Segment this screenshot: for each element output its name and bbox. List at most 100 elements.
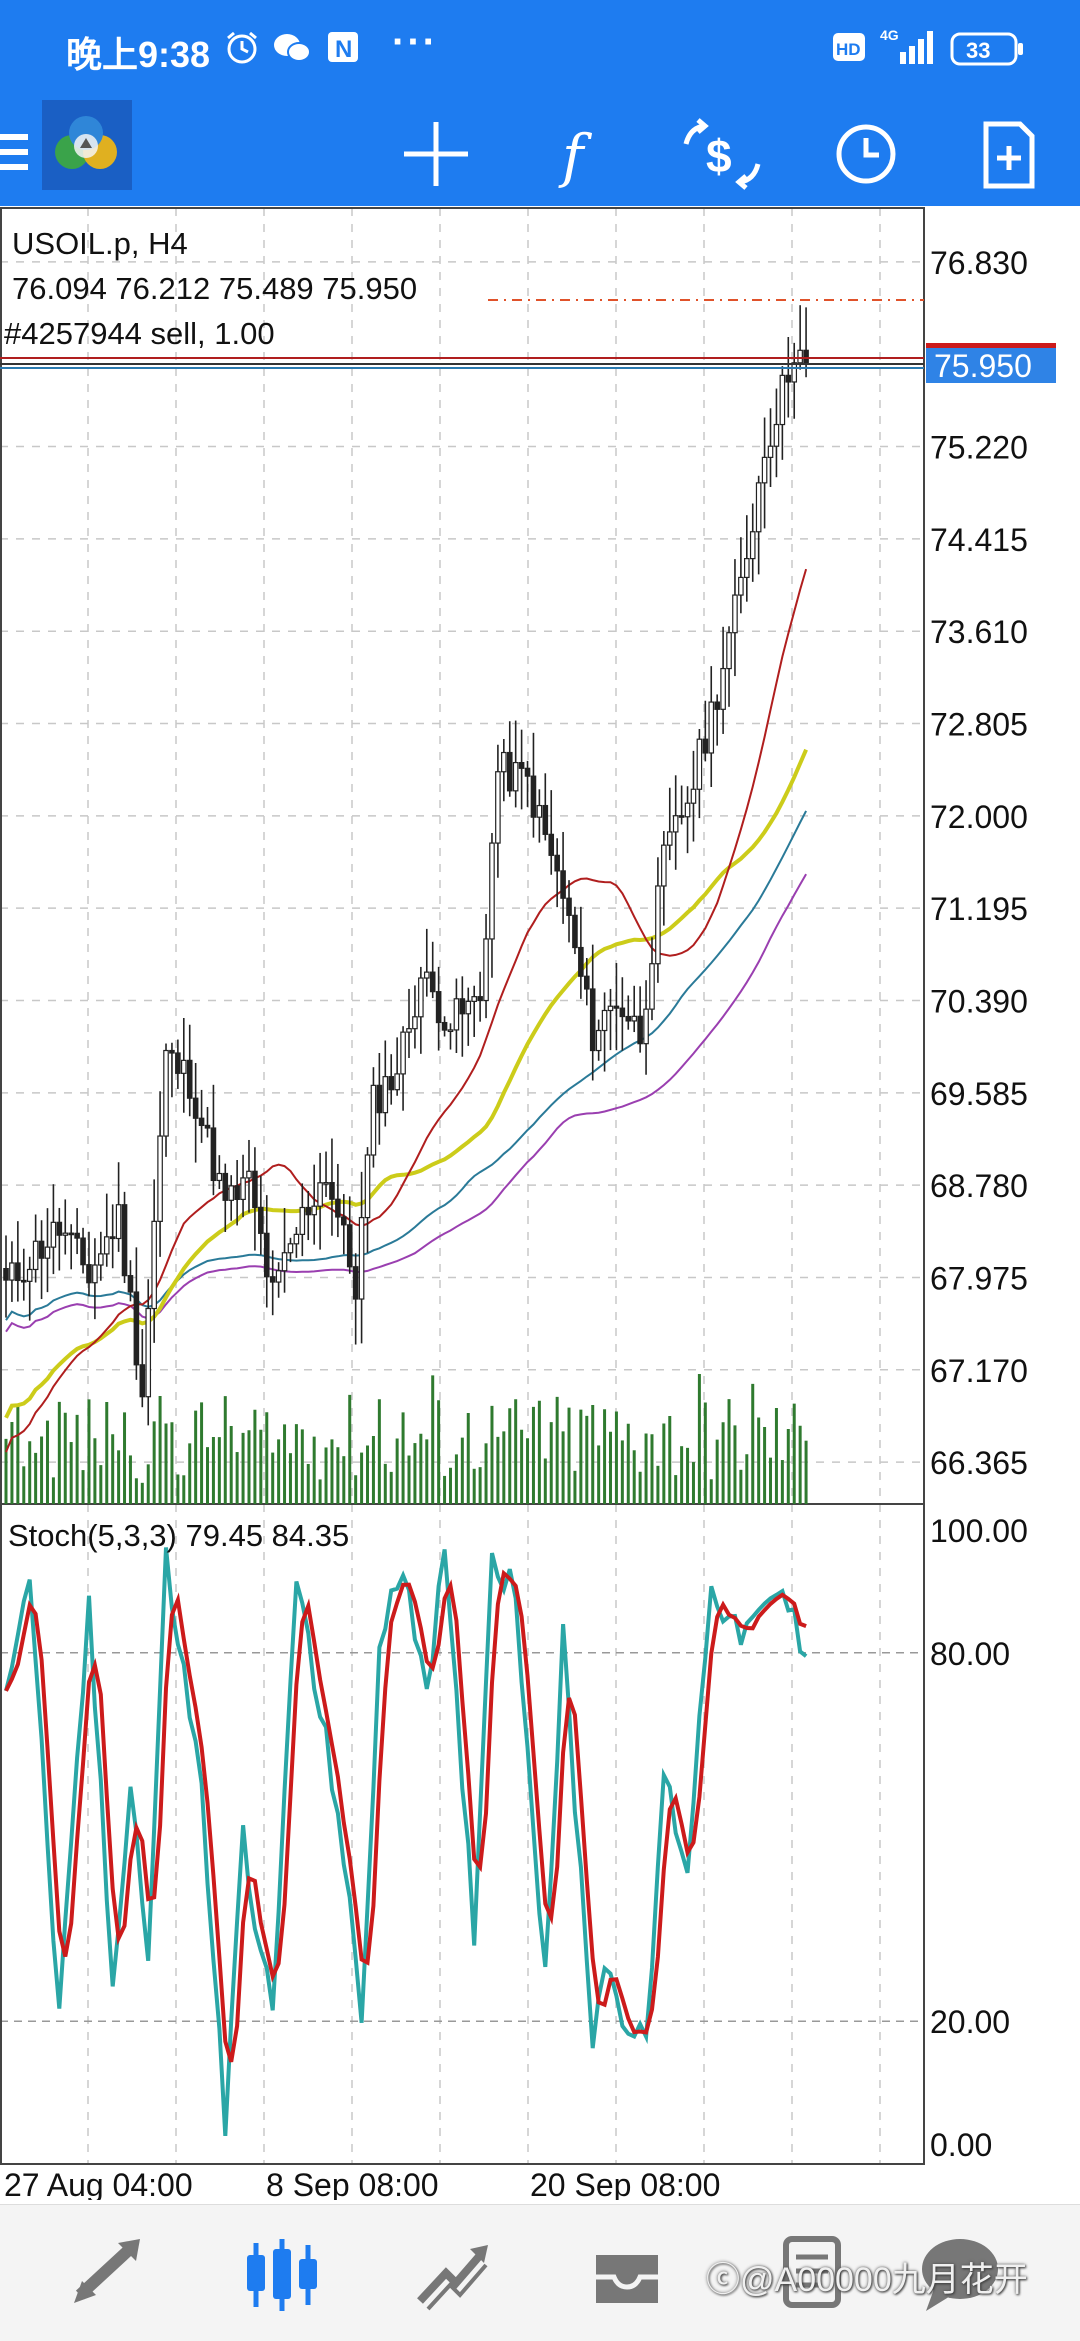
candle-body — [595, 1029, 602, 1052]
candle-body — [352, 1266, 359, 1300]
price-tick-label: 74.415 — [930, 522, 1028, 558]
menu-button[interactable] — [0, 122, 30, 182]
current-price-box-edge — [926, 343, 1056, 348]
price-tick-label: 76.830 — [930, 245, 1028, 281]
candle-body — [791, 362, 798, 383]
candlesticks — [3, 305, 809, 1426]
trade-trend-icon — [417, 2245, 488, 2311]
candle-body — [317, 1182, 323, 1207]
candle-body — [68, 1232, 74, 1236]
candle-body — [246, 1170, 252, 1179]
candle-body — [506, 751, 513, 792]
candle-body — [258, 1206, 264, 1234]
candle-body — [346, 1224, 353, 1268]
price-tick-label: 66.365 — [930, 1445, 1028, 1481]
candle-body — [281, 1252, 288, 1272]
candle-body — [275, 1270, 282, 1283]
price-tick-label: 70.390 — [930, 984, 1028, 1020]
svg-text:f: f — [558, 122, 593, 190]
indicators-button[interactable]: f — [530, 104, 630, 204]
nav-news[interactable] — [756, 2225, 866, 2325]
ma-teal-line — [5, 810, 807, 1321]
candle-body — [287, 1243, 294, 1254]
candle-body — [50, 1221, 57, 1248]
crosshair-button[interactable] — [386, 104, 486, 204]
candle-body — [708, 701, 715, 754]
candle-body — [459, 998, 466, 1015]
candle-body — [370, 1084, 377, 1156]
candle-body — [216, 1172, 223, 1182]
candle-body — [311, 1205, 317, 1216]
history-button[interactable] — [816, 104, 916, 204]
candle-body — [263, 1232, 270, 1278]
more-notifications-icon: ··· — [392, 20, 438, 64]
candle-body — [20, 1279, 27, 1283]
svg-text:HD: HD — [836, 40, 861, 59]
chart-area[interactable]: USOIL.p, H4 76.094 76.212 75.489 75.950 … — [0, 206, 1080, 2200]
candle-body — [127, 1275, 134, 1293]
trade-button[interactable]: $ — [672, 104, 772, 204]
nav-quotes[interactable] — [56, 2225, 166, 2325]
candle-body — [240, 1177, 246, 1201]
candle-body — [524, 767, 531, 777]
candle-body — [376, 1084, 383, 1114]
quotes-arrows-icon — [74, 2239, 140, 2303]
new-order-button[interactable] — [958, 104, 1058, 204]
stoch-tick-label: 80.00 — [930, 1636, 1010, 1672]
status-time: 晚上9:38 — [66, 34, 211, 75]
candle-body — [323, 1181, 329, 1185]
candle-body — [714, 701, 720, 710]
candle-body — [74, 1232, 80, 1239]
candle-body — [133, 1291, 140, 1366]
nav-chart[interactable] — [226, 2225, 336, 2325]
candle-body — [269, 1276, 276, 1283]
price-tick-label: 67.975 — [930, 1260, 1028, 1296]
candle-body — [477, 996, 483, 1002]
nav-trade[interactable] — [400, 2225, 510, 2325]
app-notification-icon: N — [326, 30, 360, 69]
candle-body — [684, 802, 691, 818]
candle-body — [501, 751, 507, 773]
time-label: 27 Aug 04:00 — [4, 2167, 193, 2200]
candle-body — [661, 844, 667, 887]
candle-body — [803, 349, 809, 364]
candle-body — [548, 833, 555, 856]
candle-body — [210, 1127, 217, 1182]
bottom-navigation — [0, 2204, 1080, 2341]
nav-history[interactable] — [572, 2225, 682, 2325]
time-label: 8 Sep 08:00 — [266, 2167, 439, 2200]
candle-body — [643, 1008, 649, 1045]
candle-body — [530, 775, 537, 818]
candle-body — [613, 1005, 620, 1009]
candle-body — [400, 1031, 406, 1075]
watermark: ⓒ@A00000九月花开 — [706, 2261, 1028, 2299]
candle-body — [631, 1015, 638, 1022]
hd-icon: HD — [832, 30, 866, 69]
candle-body — [554, 854, 560, 872]
network-type: 4G — [880, 27, 899, 43]
candle-body — [139, 1364, 146, 1398]
candle-body — [335, 1198, 341, 1218]
candle-body — [364, 1154, 371, 1219]
candle-body — [198, 1117, 205, 1127]
nav-chat[interactable] — [910, 2225, 1020, 2325]
price-chart[interactable]: USOIL.p, H4 76.094 76.212 75.489 75.950 … — [0, 206, 1080, 2200]
candle-body — [779, 374, 786, 426]
stoch-tick-label: 0.00 — [930, 2127, 992, 2163]
candle-body — [518, 761, 525, 769]
candle-body — [151, 1220, 157, 1310]
chart-grid — [0, 208, 924, 2164]
candle-body — [738, 576, 744, 596]
news-document-icon — [783, 2236, 841, 2308]
stoch-signal-line — [4, 1569, 807, 2063]
candle-body — [305, 1206, 312, 1216]
candle-body — [80, 1237, 86, 1266]
price-tick-label: 69.585 — [930, 1076, 1028, 1112]
price-tick-label: 68.780 — [930, 1168, 1028, 1204]
candle-body — [26, 1268, 33, 1282]
candle-body — [180, 1059, 187, 1074]
order-label[interactable]: #4257944 sell, 1.00 — [4, 316, 275, 351]
metatrader-logo-icon — [42, 100, 132, 190]
candle-body — [98, 1253, 104, 1266]
candle-body — [412, 1016, 418, 1030]
